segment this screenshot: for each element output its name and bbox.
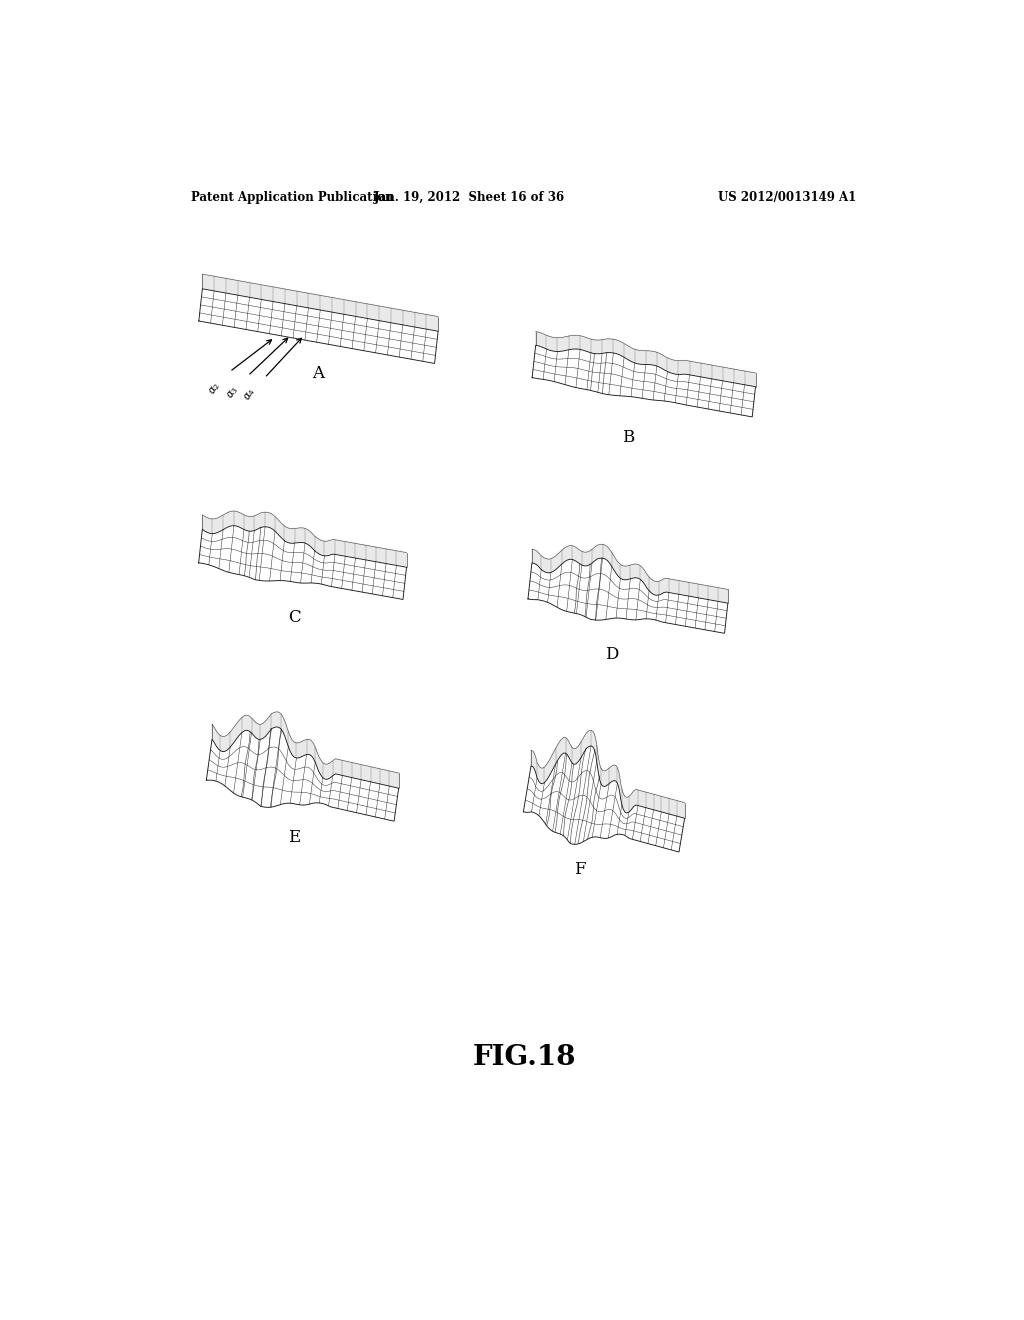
- Polygon shape: [199, 525, 407, 599]
- Polygon shape: [203, 511, 407, 568]
- Polygon shape: [531, 544, 728, 603]
- Polygon shape: [203, 275, 438, 331]
- Polygon shape: [531, 730, 685, 818]
- Text: $\alpha_3$: $\alpha_3$: [225, 384, 242, 401]
- Text: D: D: [605, 645, 618, 663]
- Text: FIG.18: FIG.18: [473, 1044, 577, 1072]
- Text: $\alpha_2$: $\alpha_2$: [207, 380, 223, 397]
- Polygon shape: [536, 331, 756, 387]
- Text: E: E: [289, 829, 301, 846]
- Text: F: F: [574, 862, 586, 878]
- Polygon shape: [212, 711, 398, 788]
- Polygon shape: [523, 746, 685, 851]
- Polygon shape: [207, 727, 398, 821]
- Text: Jan. 19, 2012  Sheet 16 of 36: Jan. 19, 2012 Sheet 16 of 36: [374, 190, 565, 203]
- Polygon shape: [199, 289, 438, 363]
- Text: B: B: [622, 429, 634, 446]
- Polygon shape: [528, 558, 728, 634]
- Text: US 2012/0013149 A1: US 2012/0013149 A1: [718, 190, 856, 203]
- Text: C: C: [289, 610, 301, 626]
- Polygon shape: [532, 346, 756, 417]
- Text: Patent Application Publication: Patent Application Publication: [191, 190, 394, 203]
- Text: $\alpha_4$: $\alpha_4$: [242, 385, 259, 403]
- Text: A: A: [312, 366, 325, 383]
